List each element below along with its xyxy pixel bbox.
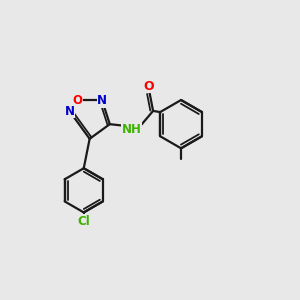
Text: N: N bbox=[97, 94, 107, 107]
Text: O: O bbox=[72, 94, 82, 107]
Text: Cl: Cl bbox=[77, 215, 90, 228]
Text: O: O bbox=[144, 80, 154, 93]
Text: N: N bbox=[64, 105, 74, 118]
Text: NH: NH bbox=[122, 123, 142, 136]
